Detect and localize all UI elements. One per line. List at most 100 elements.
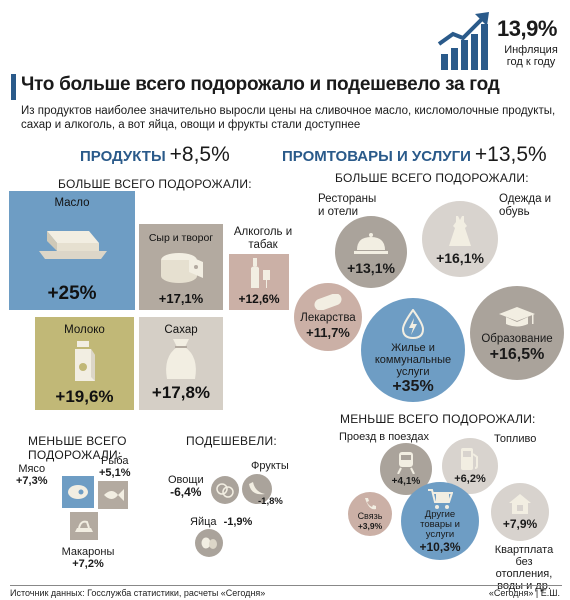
house-icon <box>509 494 531 514</box>
housing-circle: Жилье и коммунальные услуги +35% <box>361 298 465 402</box>
pasta-label-group: Макароны +7,2% <box>56 546 120 570</box>
eggs-label: Яйца <box>190 516 217 528</box>
fish-pct: +5,1% <box>99 467 131 479</box>
eggs-icon <box>201 537 217 549</box>
products-up-caption: БОЛЬШЕ ВСЕГО ПОДОРОЖАЛИ: <box>58 177 252 191</box>
alcohol-pct: +12,6% <box>238 292 280 306</box>
fuel-pump-icon <box>461 447 478 470</box>
train-pct: +4,1% <box>391 475 421 487</box>
page-subtitle: Из продуктов наиболее значительно выросл… <box>21 105 556 131</box>
milk-pct: +19,6% <box>55 387 114 406</box>
sugar-label: Сахар <box>164 324 198 336</box>
phone-label: Связь <box>357 511 383 521</box>
products-total: +8,5% <box>169 143 230 166</box>
fish-box <box>98 481 128 509</box>
fuel-circle: +6,2% <box>442 438 498 494</box>
products-title: ПРОДУКТЫ <box>80 148 166 165</box>
pasta-box <box>70 512 98 540</box>
cheese-icon <box>161 253 203 283</box>
meat-icon <box>68 485 88 499</box>
cart-icon <box>428 489 453 509</box>
other-pct: +10,3% <box>419 540 461 554</box>
milk-label: Молоко <box>64 324 105 336</box>
fruit-label: Фрукты <box>251 460 289 472</box>
sugar-bag-icon <box>166 339 196 379</box>
education-pct: +16,5% <box>489 345 545 363</box>
sugar-box: Сахар +17,8% <box>139 317 223 410</box>
dress-icon <box>449 216 471 246</box>
butter-box: Масло +25% <box>9 191 135 310</box>
products-least-caption: МЕНЬШЕ ВСЕГО ПОДОРОЖАЛИ: <box>28 434 127 462</box>
footer-source: Источник данных: Госслужба статистики, р… <box>10 588 266 598</box>
fruit-pct: -1,8% <box>258 496 283 507</box>
butter-icon <box>39 231 107 259</box>
education-circle: Образование +16,5% <box>470 286 564 380</box>
train-label: Проезд в поездах <box>339 431 429 443</box>
clothes-label: Одежда и обувь <box>499 193 552 218</box>
cloche-icon <box>354 233 388 254</box>
other-label: Другие товары и услуги <box>420 509 460 540</box>
vegetables-icon <box>216 483 234 498</box>
veg-circle <box>211 476 239 504</box>
cheese-pct: +17,1% <box>158 291 204 306</box>
graduation-cap-icon <box>499 306 535 326</box>
eggs-circle <box>195 529 223 557</box>
milk-box: Молоко +19,6% <box>35 317 134 410</box>
meat-label-group: Мясо +7,3% <box>16 463 48 487</box>
medicine-circle: Лекарства +11,7% <box>294 283 362 351</box>
rent-label: Квартплата без отопления, воды и др. <box>494 544 554 592</box>
rent-circle: +7,9% <box>491 483 549 541</box>
sugar-pct: +17,8% <box>151 383 211 402</box>
page-title: Что больше всего подорожало и подешевело… <box>21 74 500 95</box>
pasta-label: Макароны <box>61 546 115 558</box>
veg-label: Овощи <box>168 474 204 486</box>
restaurants-label: Рестораны и отели <box>318 193 377 218</box>
services-least-caption: МЕНЬШЕ ВСЕГО ПОДОРОЖАЛИ: <box>340 412 536 426</box>
fish-label: Рыба <box>101 455 129 467</box>
pasta-pct: +7,2% <box>72 558 104 570</box>
medicine-pct: +11,7% <box>306 325 350 340</box>
education-label: Образование <box>481 332 553 345</box>
banana-icon <box>249 482 265 495</box>
alcohol-box: +12,6% <box>229 254 289 310</box>
fish-icon <box>104 489 124 501</box>
title-accent-bar <box>11 74 16 100</box>
phone-pct: +3,9% <box>357 521 383 531</box>
veg-pct: -6,4% <box>170 485 202 499</box>
clothes-pct: +16,1% <box>436 250 484 266</box>
meat-pct: +7,3% <box>16 475 48 487</box>
water-drop-icon <box>402 308 424 339</box>
services-heading: ПРОМТОВАРЫ И УСЛУГИ +13,5% <box>282 143 547 167</box>
meat-box <box>62 476 94 508</box>
footer-credit: «Сегодня» | Е.Ш. <box>488 588 560 598</box>
services-up-caption: БОЛЬШЕ ВСЕГО ПОДОРОЖАЛИ: <box>335 171 529 185</box>
bottle-icon <box>251 258 270 288</box>
meat-label: Мясо <box>18 463 46 475</box>
cheese-box: Сыр и творог +17,1% <box>139 224 223 310</box>
housing-label: Жилье и коммунальные услуги <box>374 341 452 378</box>
products-cheaper-caption: ПОДЕШЕВЕЛИ: <box>186 434 277 448</box>
alcohol-label: Алкоголь и табак <box>233 226 293 251</box>
services-total: +13,5% <box>474 143 547 166</box>
fuel-pct: +6,2% <box>454 472 486 485</box>
pasta-icon <box>75 520 93 532</box>
phone-icon <box>365 498 376 510</box>
inflation-label: Инфляция год к году <box>504 44 558 68</box>
products-heading: ПРОДУКТЫ +8,5% <box>80 143 230 167</box>
veg-label-group: Овощи -6,4% <box>168 474 204 498</box>
pill-icon <box>314 294 342 310</box>
inflation-value: 13,9% <box>497 16 557 41</box>
fruit-circle <box>242 474 272 504</box>
clothes-circle: +16,1% <box>422 201 498 277</box>
eggs-pct: -1,9% <box>223 516 253 528</box>
phone-circle: Связь +3,9% <box>348 492 392 536</box>
cheese-label: Сыр и творог <box>148 232 214 244</box>
growth-chart-icon <box>437 12 489 70</box>
eggs-label-group: Яйца -1,9% <box>190 516 252 528</box>
rent-pct: +7,9% <box>502 517 538 531</box>
medicine-label: Лекарства <box>300 312 356 324</box>
butter-label: Масло <box>54 197 90 209</box>
restaurants-pct: +13,1% <box>347 260 395 276</box>
housing-pct: +35% <box>392 377 434 395</box>
butter-pct: +25% <box>47 283 97 304</box>
